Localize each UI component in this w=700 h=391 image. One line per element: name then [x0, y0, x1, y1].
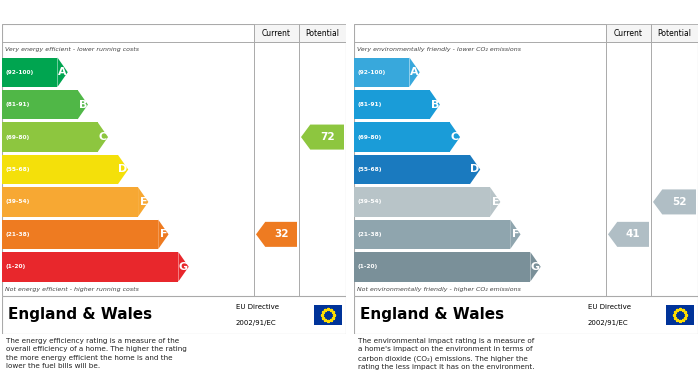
Text: Potential: Potential: [657, 29, 692, 38]
Text: EU Directive: EU Directive: [236, 305, 279, 310]
Polygon shape: [98, 122, 108, 152]
Text: F: F: [512, 230, 519, 239]
Text: Very energy efficient - lower running costs: Very energy efficient - lower running co…: [5, 47, 139, 52]
Bar: [354, 122, 450, 152]
Text: Potential: Potential: [305, 29, 340, 38]
Polygon shape: [158, 220, 169, 249]
Bar: [354, 252, 531, 282]
Text: G: G: [178, 262, 188, 272]
Bar: [354, 220, 510, 249]
Text: Not environmentally friendly - higher CO₂ emissions: Not environmentally friendly - higher CO…: [357, 287, 521, 292]
Polygon shape: [178, 252, 189, 282]
Text: England & Wales: England & Wales: [360, 307, 504, 323]
Polygon shape: [256, 222, 297, 247]
Bar: [651, 24, 698, 42]
Text: (1-20): (1-20): [6, 264, 27, 269]
Polygon shape: [510, 220, 521, 249]
Polygon shape: [470, 155, 480, 184]
Text: A: A: [410, 67, 419, 77]
Polygon shape: [78, 90, 88, 119]
Text: (55-68): (55-68): [358, 167, 382, 172]
Text: (39-54): (39-54): [6, 199, 30, 204]
Text: Environmental Impact (CO₂) Rating: Environmental Impact (CO₂) Rating: [359, 7, 592, 20]
Polygon shape: [57, 57, 68, 87]
Text: F: F: [160, 230, 167, 239]
Polygon shape: [608, 222, 649, 247]
Text: 72: 72: [320, 132, 335, 142]
Bar: [299, 24, 346, 42]
Text: A: A: [58, 67, 66, 77]
Text: E: E: [492, 197, 499, 207]
Text: (69-80): (69-80): [358, 135, 382, 140]
Text: C: C: [451, 132, 459, 142]
Bar: [2, 220, 158, 249]
Text: (21-38): (21-38): [358, 232, 382, 237]
Polygon shape: [531, 252, 540, 282]
Text: England & Wales: England & Wales: [8, 307, 152, 323]
Polygon shape: [410, 57, 420, 87]
Polygon shape: [653, 189, 696, 214]
Bar: [2, 57, 57, 87]
Text: 41: 41: [626, 230, 641, 239]
Bar: [2, 90, 78, 119]
Text: D: D: [470, 165, 480, 174]
Text: C: C: [99, 132, 107, 142]
Text: B: B: [430, 100, 439, 109]
Polygon shape: [118, 155, 128, 184]
Text: E: E: [140, 197, 148, 207]
Text: The energy efficiency rating is a measure of the
overall efficiency of a home. T: The energy efficiency rating is a measur…: [6, 338, 187, 369]
Bar: [254, 24, 299, 42]
Text: (39-54): (39-54): [358, 199, 382, 204]
Text: B: B: [78, 100, 87, 109]
Text: 2002/91/EC: 2002/91/EC: [236, 319, 276, 326]
Bar: [2, 187, 138, 217]
Text: Very environmentally friendly - lower CO₂ emissions: Very environmentally friendly - lower CO…: [357, 47, 521, 52]
Bar: [354, 155, 470, 184]
Text: Current: Current: [262, 29, 291, 38]
Text: (1-20): (1-20): [358, 264, 378, 269]
Text: The environmental impact rating is a measure of
a home's impact on the environme: The environmental impact rating is a mea…: [358, 338, 535, 370]
Text: (81-91): (81-91): [358, 102, 382, 107]
Bar: [606, 24, 651, 42]
Bar: [354, 187, 490, 217]
Text: (21-38): (21-38): [6, 232, 31, 237]
Text: (55-68): (55-68): [6, 167, 31, 172]
Text: (69-80): (69-80): [6, 135, 30, 140]
Polygon shape: [138, 187, 148, 217]
Bar: [2, 155, 118, 184]
Text: Not energy efficient - higher running costs: Not energy efficient - higher running co…: [5, 287, 139, 292]
Polygon shape: [301, 125, 344, 150]
Polygon shape: [450, 122, 460, 152]
Text: EU Directive: EU Directive: [588, 305, 631, 310]
Polygon shape: [430, 90, 440, 119]
Bar: [2, 252, 178, 282]
Text: 2002/91/EC: 2002/91/EC: [588, 319, 629, 326]
Text: Current: Current: [614, 29, 643, 38]
Text: D: D: [118, 165, 127, 174]
Text: (81-91): (81-91): [6, 102, 30, 107]
Text: (92-100): (92-100): [358, 70, 386, 75]
Text: 52: 52: [672, 197, 687, 207]
Bar: [354, 90, 430, 119]
Text: (92-100): (92-100): [6, 70, 34, 75]
Bar: [314, 305, 342, 325]
Polygon shape: [490, 187, 500, 217]
Text: G: G: [531, 262, 540, 272]
Bar: [354, 57, 409, 87]
Text: 32: 32: [274, 230, 288, 239]
Bar: [666, 305, 694, 325]
Text: Energy Efficiency Rating: Energy Efficiency Rating: [7, 7, 169, 20]
Bar: [2, 122, 98, 152]
